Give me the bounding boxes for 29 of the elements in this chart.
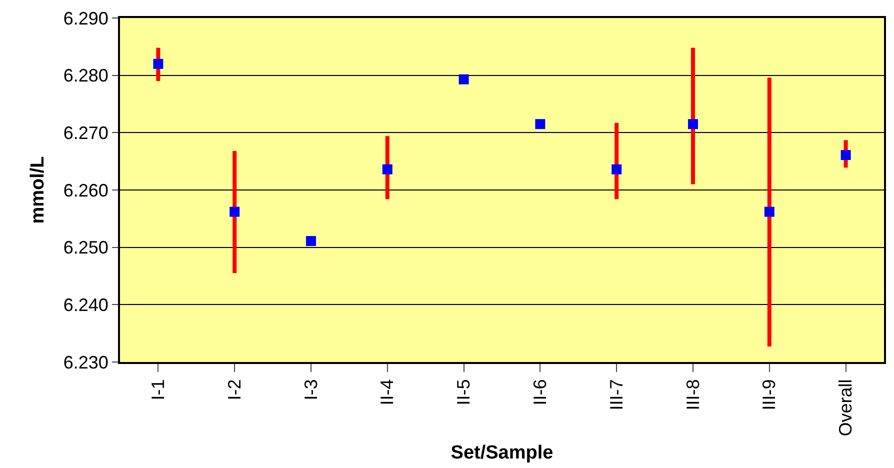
y-tick-label: 6.280 [63, 66, 108, 86]
point [458, 74, 469, 84]
point [535, 119, 546, 130]
x-tick-label: II-4 [377, 379, 398, 406]
y-tick-label: 6.230 [63, 352, 108, 372]
x-tick-label: I-3 [300, 379, 321, 400]
x-tick-label: II-5 [454, 379, 474, 406]
x-tick-label: III-8 [682, 379, 703, 410]
x-tick-label: III-7 [606, 379, 626, 410]
x-tick-label: I-2 [224, 379, 244, 400]
x-tick-label: Overall [836, 379, 856, 436]
x-tick-label: I-1 [148, 379, 168, 400]
x-tick-label: III-9 [759, 379, 780, 410]
point [230, 206, 240, 217]
x-axis-title: Set/Sample [450, 442, 554, 464]
y-tick-label: 6.240 [63, 294, 108, 315]
x-tick-label: II-6 [530, 379, 550, 406]
y-tick-label: 6.290 [63, 8, 108, 28]
point [306, 236, 316, 246]
point [840, 150, 851, 160]
point [688, 119, 698, 130]
point [153, 58, 164, 69]
point [612, 164, 622, 174]
y-tick-label: 6.250 [63, 238, 108, 258]
y-tick-label: 6.270 [63, 122, 108, 143]
y-tick-label: 6.260 [63, 180, 108, 200]
y-axis-title: mmol/L [28, 156, 49, 224]
point [382, 164, 392, 174]
point [764, 206, 774, 217]
